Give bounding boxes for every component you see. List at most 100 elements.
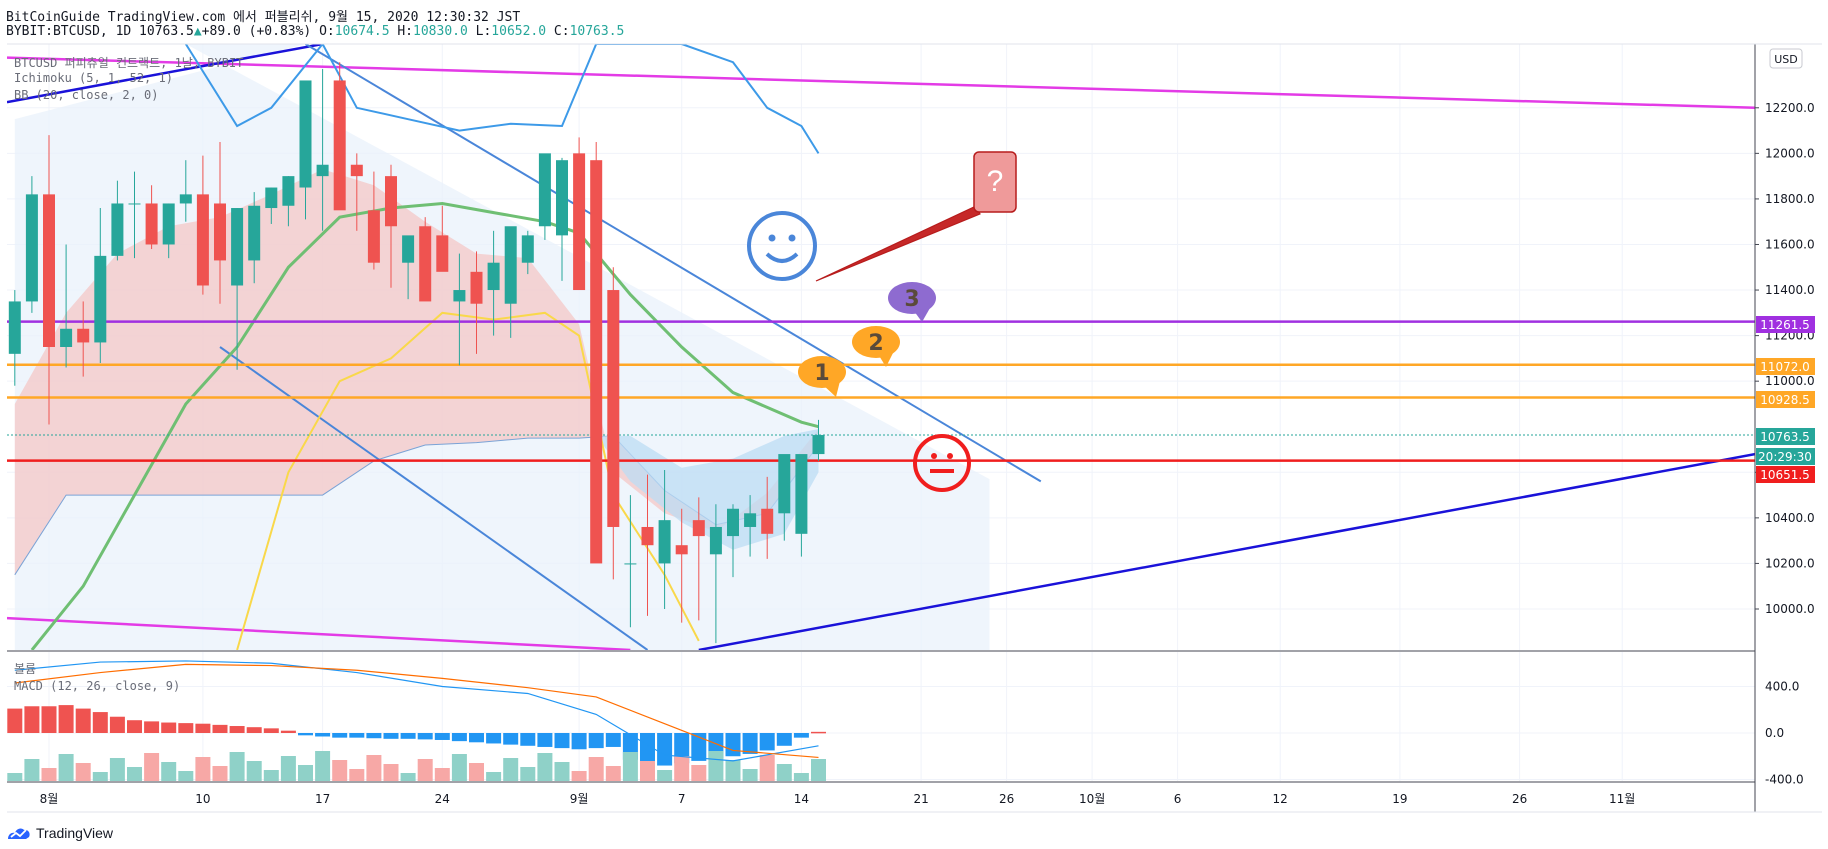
legend-volume[interactable]: 볼륨: [14, 662, 37, 676]
volume-bar: [366, 755, 382, 781]
macd-histogram-bar: [434, 733, 450, 740]
price-label-bg: [1756, 448, 1815, 465]
candle: [402, 235, 415, 300]
candle: [487, 230, 500, 336]
candle: [248, 192, 261, 284]
candle-body: [692, 520, 705, 537]
candle: [77, 301, 90, 377]
macd-signal-line: [14, 663, 819, 759]
bubble-3-body: [888, 282, 936, 314]
price-tick-label: 10400.0: [1765, 511, 1815, 525]
time-tick-label: 19: [1392, 792, 1407, 806]
question-callout: ?: [815, 151, 1017, 282]
macd-histogram-bar: [41, 706, 57, 733]
volume-bar: [588, 757, 604, 781]
time-tick-label: 10: [195, 792, 210, 806]
legend-macd[interactable]: MACD (12, 26, close, 9): [14, 679, 181, 693]
macd-histogram-bar: [109, 716, 125, 733]
candle: [607, 267, 620, 580]
macd-histogram-bar: [383, 733, 399, 739]
candle-body: [25, 194, 38, 302]
tradingview-footer[interactable]: TradingView: [6, 822, 113, 844]
candle: [727, 504, 739, 578]
candle-body: [778, 454, 791, 514]
macd-histogram-bar: [691, 733, 707, 761]
volume-bar: [349, 769, 365, 781]
tradingview-logo-icon: [8, 828, 30, 839]
candle: [453, 253, 466, 366]
candle: [419, 217, 432, 302]
volume-bar: [640, 761, 655, 781]
volume-bar: [469, 763, 484, 781]
macd-histogram-bar: [92, 712, 108, 733]
macd-histogram-bar: [161, 722, 177, 733]
candle-body: [744, 513, 757, 527]
time-tick-label: 11월: [1609, 792, 1635, 806]
macd-tick-label: 0.0: [1765, 726, 1784, 740]
smiley-mouth: [765, 252, 799, 263]
time-axis: 8월 10 17 24 9월 7 14 21 26 10월 6 12 19 26 11월: [40, 792, 1636, 806]
candle: [60, 244, 73, 368]
candle: [641, 474, 654, 616]
question-mark: ?: [987, 165, 1004, 198]
candle-body: [487, 262, 500, 291]
price-label-bg: [1756, 358, 1815, 375]
candle: [265, 187, 278, 224]
candle-body: [299, 80, 312, 188]
candle: [812, 419, 825, 461]
upper-blue-trendline: [7, 44, 323, 104]
bubble-1-body: [798, 356, 846, 388]
candle: [795, 454, 808, 557]
volume-bar: [109, 758, 125, 781]
volume-bar: [58, 754, 74, 781]
legend-ichimoku[interactable]: Ichimoku (5, 1, 52, 1): [14, 71, 173, 85]
macd-histogram-bar: [520, 733, 536, 746]
volume-bar: [383, 764, 399, 781]
price-label-tag: 11072.0: [1756, 358, 1815, 375]
candle: [367, 171, 380, 270]
candle-body: [538, 153, 551, 227]
macd-tick-label: -400.0: [1765, 773, 1804, 787]
macd-histogram-bar: [195, 723, 211, 733]
neutral-eye: [931, 453, 937, 459]
legend-bb[interactable]: BB (20, close, 2, 0): [14, 88, 159, 102]
legend-main[interactable]: BTCUSD 퍼피츄얼 컨트랙트, 1날, BYBIT: [14, 56, 244, 70]
price-tick-label: 10200.0: [1765, 556, 1815, 570]
candle-body: [641, 526, 654, 546]
candle: [521, 230, 534, 275]
candle-body: [402, 235, 415, 263]
rising-support-line: [698, 452, 1755, 650]
volume-bar: [246, 761, 262, 781]
macd-histogram-bar: [503, 733, 519, 745]
volume-bar: [229, 752, 245, 781]
candle-body: [214, 203, 226, 261]
macd-histogram-bar: [280, 730, 296, 733]
macd-histogram-bar: [469, 733, 484, 743]
candle: [709, 504, 722, 644]
volume-bar: [434, 768, 450, 781]
bubble-2-tail: [878, 351, 894, 367]
candle: [162, 203, 175, 259]
bubble-1: 1: [798, 356, 846, 397]
candle: [556, 157, 568, 281]
volume-bar: [41, 768, 57, 781]
time-tick-label: 14: [794, 792, 809, 806]
tradingview-brand: TradingView: [36, 825, 114, 841]
volume-bar: [759, 755, 775, 781]
macd-histogram-bar: [75, 708, 91, 733]
candle-body: [795, 454, 808, 534]
time-tick-label: 9월: [570, 792, 589, 806]
volume-bar: [161, 762, 177, 781]
macd-histogram-bar: [298, 733, 313, 736]
volume-bar: [691, 765, 707, 781]
price-label-bg: [1756, 466, 1815, 483]
overlay-line: [30, 201, 819, 650]
support-trendline: [7, 616, 631, 650]
price-label-tag: 20:29:30: [1756, 448, 1815, 465]
neutral-eye: [947, 453, 953, 459]
volume-bar: [503, 758, 519, 781]
candle: [761, 476, 774, 559]
macd-histogram-bar: [742, 733, 758, 754]
macd-histogram-bar: [793, 733, 809, 738]
